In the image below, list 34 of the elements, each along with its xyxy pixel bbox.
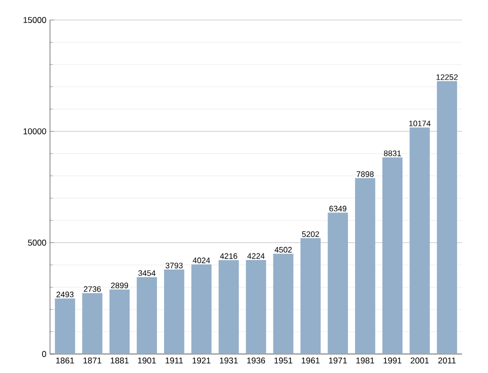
bar [410,127,430,354]
x-tick-label: 1871 [84,358,102,364]
y-tick-label: 15000 [24,17,46,23]
bar [273,254,294,354]
bar [436,81,458,354]
x-tick-label: 1921 [192,358,210,364]
bar [382,157,403,354]
x-tick-label: 2011 [438,358,456,364]
bar [355,178,376,354]
bar [82,293,102,354]
y-tick-label: 5000 [28,240,46,246]
x-tick-label: 1971 [329,358,347,364]
x-tick-label: 1961 [302,358,320,364]
bar [109,289,130,354]
x-tick-label: 1931 [220,358,238,364]
bar [136,277,157,354]
x-tick-label: 1881 [110,358,129,364]
x-tick-label: 1981 [356,358,374,364]
x-tick-label: 1951 [274,358,292,364]
bar [246,260,266,354]
bar [191,264,212,354]
bar [218,260,239,354]
x-tick-label: 1991 [384,358,402,364]
x-tick-label: 1911 [166,358,183,364]
bar [328,212,348,354]
bar [164,270,184,354]
x-tick-label: 1936 [247,358,266,364]
bar [300,238,321,354]
bar [54,298,76,354]
y-tick-label: 0 [42,351,46,357]
x-tick-label: 2001 [410,358,429,364]
y-tick-label: 10000 [24,128,46,134]
x-tick-label: 1901 [138,358,156,364]
x-tick-label: 1861 [56,358,74,364]
